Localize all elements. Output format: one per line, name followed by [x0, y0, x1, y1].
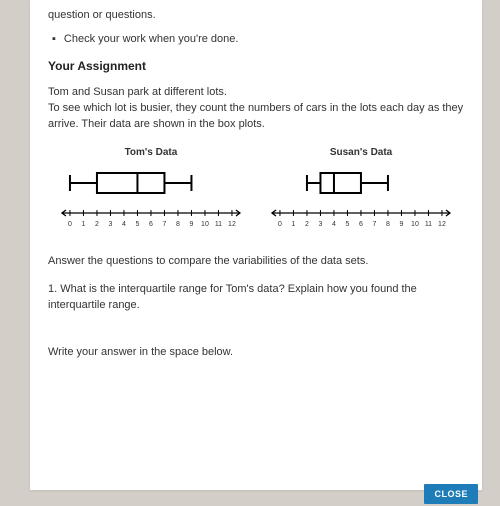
svg-text:1: 1 — [292, 221, 296, 228]
tom-boxplot — [54, 164, 248, 202]
svg-text:8: 8 — [176, 221, 180, 228]
svg-text:3: 3 — [319, 221, 323, 228]
svg-text:0: 0 — [278, 221, 282, 228]
svg-text:2: 2 — [305, 221, 309, 228]
svg-text:10: 10 — [411, 221, 419, 228]
svg-text:11: 11 — [425, 221, 432, 228]
bullet-icon: ▪ — [52, 33, 56, 45]
svg-text:7: 7 — [163, 221, 167, 228]
svg-text:12: 12 — [438, 221, 446, 228]
bullet-row: ▪ Check your work when you're done. — [48, 33, 464, 45]
intro-line1: Tom and Susan park at different lots. — [48, 86, 227, 98]
cutoff-text: question or questions. — [48, 8, 464, 23]
tom-axis: 0123456789101112 — [54, 207, 248, 229]
intro-line2: To see which lot is busier, they count t… — [48, 102, 463, 130]
svg-text:6: 6 — [359, 221, 363, 228]
boxplots-area: Tom's Data 0123456789101112 Susan's Data… — [54, 147, 458, 234]
svg-text:9: 9 — [400, 221, 404, 228]
svg-text:10: 10 — [201, 221, 209, 228]
svg-text:0: 0 — [68, 221, 72, 228]
bullet-text: Check your work when you're done. — [64, 33, 239, 45]
susan-axis: 0123456789101112 — [264, 207, 458, 229]
svg-text:11: 11 — [215, 221, 222, 228]
question-1: 1. What is the interquartile range for T… — [48, 282, 464, 314]
svg-text:6: 6 — [149, 221, 153, 228]
tom-title: Tom's Data — [54, 147, 248, 158]
svg-text:4: 4 — [122, 221, 126, 228]
document-page: question or questions. ▪ Check your work… — [30, 0, 482, 490]
svg-text:1: 1 — [82, 221, 86, 228]
compare-text: Answer the questions to compare the vari… — [48, 254, 464, 270]
susan-plot: Susan's Data 0123456789101112 — [264, 147, 458, 234]
close-button[interactable]: CLOSE — [424, 484, 478, 504]
svg-text:9: 9 — [190, 221, 194, 228]
svg-text:12: 12 — [228, 221, 236, 228]
svg-text:8: 8 — [386, 221, 390, 228]
assignment-header: Your Assignment — [48, 59, 464, 73]
susan-boxplot — [264, 164, 458, 202]
svg-text:3: 3 — [109, 221, 113, 228]
svg-text:2: 2 — [95, 221, 99, 228]
susan-title: Susan's Data — [264, 147, 458, 158]
write-prompt: Write your answer in the space below. — [48, 346, 464, 358]
intro-text: Tom and Susan park at different lots. To… — [48, 85, 464, 133]
svg-text:5: 5 — [346, 221, 350, 228]
svg-text:4: 4 — [332, 221, 336, 228]
svg-text:5: 5 — [136, 221, 140, 228]
svg-text:7: 7 — [373, 221, 377, 228]
tom-plot: Tom's Data 0123456789101112 — [54, 147, 248, 234]
